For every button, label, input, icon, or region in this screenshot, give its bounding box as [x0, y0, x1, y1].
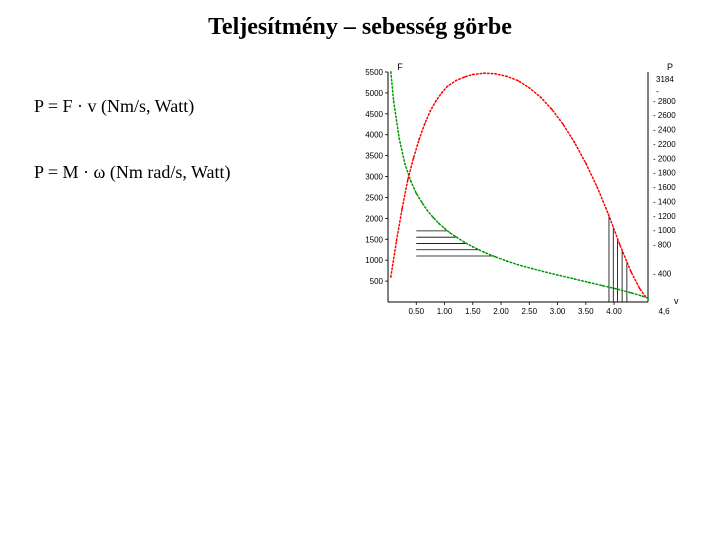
svg-text:- 2000: - 2000 — [653, 154, 676, 163]
svg-text:1000: 1000 — [365, 256, 383, 265]
svg-text:P: P — [667, 62, 673, 72]
svg-text:- 1200: - 1200 — [653, 212, 676, 221]
svg-text:3000: 3000 — [365, 173, 383, 182]
chart-container: 500 1000 1500 2000 2500 3000 3500 4000 4500 5000 5… — [350, 60, 702, 320]
svg-text:2.00: 2.00 — [493, 307, 509, 316]
svg-text:- 2600: - 2600 — [653, 111, 676, 120]
svg-text:500: 500 — [370, 277, 384, 286]
svg-text:2500: 2500 — [365, 193, 383, 202]
svg-text:3500: 3500 — [365, 152, 383, 161]
svg-text:5500: 5500 — [365, 68, 383, 77]
svg-text:- 2200: - 2200 — [653, 140, 676, 149]
svg-text:- 2800: - 2800 — [653, 97, 676, 106]
svg-text:4,6: 4,6 — [658, 307, 670, 316]
formula-1: P = F · v (Nm/s, Watt) — [34, 96, 194, 117]
svg-text:- 1800: - 1800 — [653, 169, 676, 178]
svg-text:F: F — [397, 62, 403, 72]
svg-text:3.50: 3.50 — [578, 307, 594, 316]
svg-text:v: v — [674, 296, 679, 306]
svg-text:5000: 5000 — [365, 89, 383, 98]
svg-text:1500: 1500 — [365, 235, 383, 244]
svg-text:4000: 4000 — [365, 131, 383, 140]
svg-text:- 800: - 800 — [653, 241, 672, 250]
svg-text:- 1400: - 1400 — [653, 197, 676, 206]
svg-text:- 400: - 400 — [653, 269, 672, 278]
svg-text:3184: 3184 — [656, 75, 674, 84]
svg-text:- 2400: - 2400 — [653, 126, 676, 135]
svg-text:-: - — [656, 87, 659, 96]
svg-text:4500: 4500 — [365, 110, 383, 119]
svg-text:2000: 2000 — [365, 214, 383, 223]
svg-text:- 1600: - 1600 — [653, 183, 676, 192]
svg-text:4.00: 4.00 — [606, 307, 622, 316]
svg-text:1.00: 1.00 — [437, 307, 453, 316]
chart-svg: 500 1000 1500 2000 2500 3000 3500 4000 4500 5000 5… — [350, 60, 702, 320]
svg-text:1.50: 1.50 — [465, 307, 481, 316]
formula-2: P = M · ω (Nm rad/s, Watt) — [34, 162, 231, 183]
svg-text:3.00: 3.00 — [550, 307, 566, 316]
svg-text:- 1000: - 1000 — [653, 226, 676, 235]
svg-text:2.50: 2.50 — [522, 307, 538, 316]
page-title: Teljesítmény – sebesség görbe — [0, 14, 720, 41]
svg-text:0.50: 0.50 — [408, 307, 424, 316]
